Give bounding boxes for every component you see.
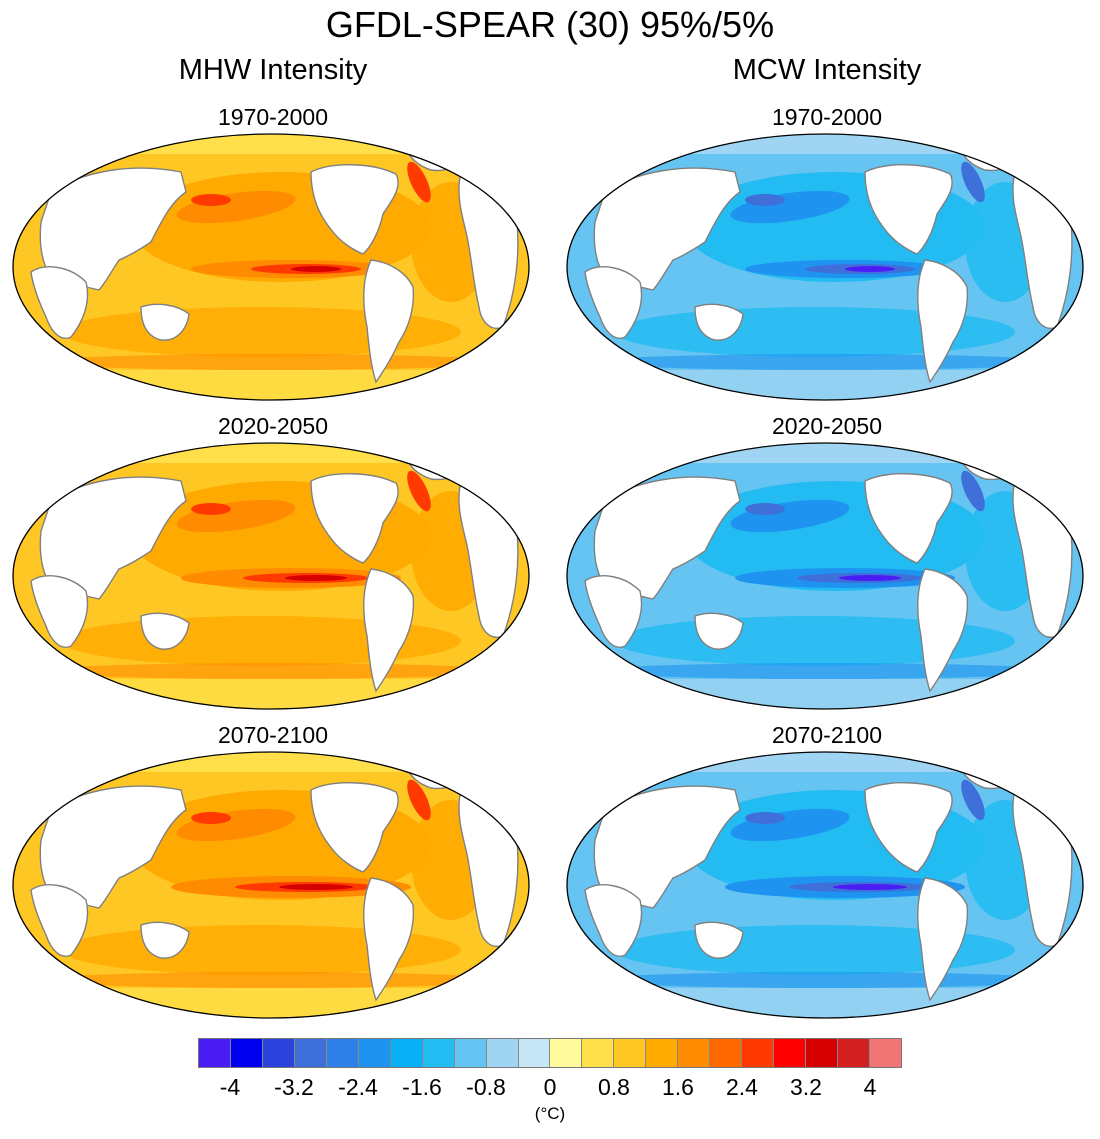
colorbar-swatch [294,1039,327,1067]
colorbar-tick-label: -1.6 [402,1074,442,1100]
colorbar [198,1038,902,1068]
figure-title: GFDL-SPEAR (30) 95%/5% [325,4,775,45]
colorbar-swatch [774,1039,807,1067]
panel-title-mcw-3: 2070-2100 [772,722,882,748]
colorbar-swatch [582,1039,615,1067]
column-title-mcw: MCW Intensity [732,54,922,86]
colorbar-swatch [870,1039,901,1067]
map-mcw-2070-2100 [566,751,1084,1019]
colorbar-swatch [390,1039,423,1067]
colorbar-swatch [262,1039,295,1067]
colorbar-swatch [742,1039,775,1067]
colorbar-tick-label: 2.4 [726,1074,758,1100]
panel-title-mcw-2: 2020-2050 [772,413,882,439]
colorbar-swatch [454,1039,487,1067]
colorbar-swatch [518,1039,551,1067]
panel-title-mhw-3: 2070-2100 [218,722,328,748]
panel-title-mhw-1: 1970-2000 [218,104,328,130]
map-mcw-2020-2050 [566,442,1084,710]
map-mcw-1970-2000 [566,133,1084,401]
colorbar-tick-label: -0.8 [466,1074,506,1100]
colorbar-swatch [230,1039,263,1067]
colorbar-swatch [326,1039,359,1067]
colorbar-swatch [678,1039,711,1067]
colorbar-tick-label: 0 [543,1074,557,1100]
colorbar-swatch [646,1039,679,1067]
colorbar-tick-label: -2.4 [338,1074,378,1100]
colorbar-swatch [806,1039,839,1067]
map-mhw-2020-2050 [12,442,530,710]
colorbar-swatch [614,1039,647,1067]
colorbar-tick-label: 4 [863,1074,877,1100]
panel-title-mhw-2: 2020-2050 [218,413,328,439]
colorbar-tick-label: 3.2 [790,1074,822,1100]
colorbar-swatch [486,1039,519,1067]
colorbar-tick-label: 1.6 [662,1074,694,1100]
colorbar-tick-label: -4 [219,1074,241,1100]
map-mhw-1970-2000 [12,133,530,401]
column-title-mhw: MHW Intensity [178,54,368,86]
colorbar-swatch [838,1039,871,1067]
colorbar-swatch [422,1039,455,1067]
colorbar-tick-label: 0.8 [598,1074,630,1100]
colorbar-tick-label: -3.2 [274,1074,314,1100]
panel-title-mcw-1: 1970-2000 [772,104,882,130]
colorbar-unit: (°C) [534,1104,566,1123]
colorbar-swatch [358,1039,391,1067]
colorbar-swatch [550,1039,583,1067]
colorbar-swatch [710,1039,743,1067]
map-mhw-2070-2100 [12,751,530,1019]
colorbar-swatch [199,1039,231,1067]
